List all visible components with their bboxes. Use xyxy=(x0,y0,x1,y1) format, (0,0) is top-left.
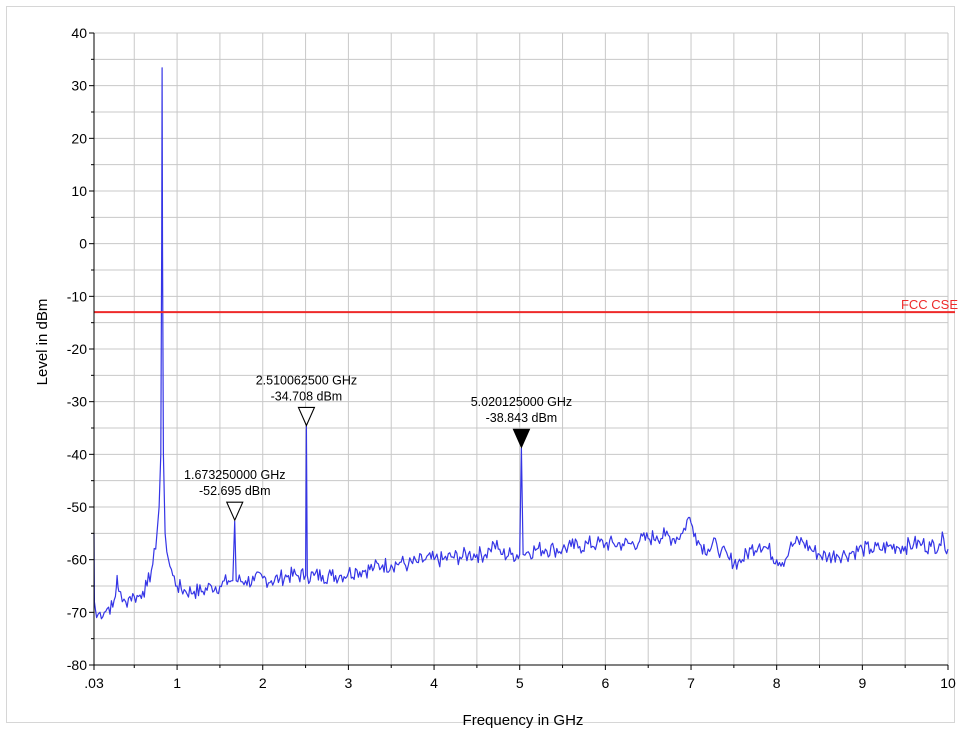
x-tick-label: 7 xyxy=(687,675,695,691)
y-tick-label: -50 xyxy=(67,499,87,515)
marker-layer: 1.673250000 GHz -52.695 dBm 2.510062500 GH… xyxy=(184,373,572,522)
grid xyxy=(94,32,949,666)
y-tick-label: 40 xyxy=(71,25,87,41)
x-tick-label: 2 xyxy=(259,675,267,691)
limit-line-label: FCC CSE xyxy=(901,297,958,312)
y-axis-title: Level in dBm xyxy=(34,299,51,386)
x-tick-label: .03 xyxy=(84,675,104,691)
marker-triangle xyxy=(297,406,316,427)
x-tick-label: 4 xyxy=(430,675,438,691)
y-tick-label: 10 xyxy=(71,183,87,199)
x-tick-label: 10 xyxy=(940,675,956,691)
marker-level-label: -52.695 dBm xyxy=(199,484,271,498)
y-tick-label: -20 xyxy=(67,341,87,357)
y-tick-label: -40 xyxy=(67,446,87,462)
marker-level-label: -38.843 dBm xyxy=(486,411,558,425)
y-tick-label: -30 xyxy=(67,394,87,410)
limit-layer: FCC CSE xyxy=(94,297,958,314)
marker-frequency-label: 1.673250000 GHz xyxy=(184,468,285,482)
marker-triangle xyxy=(512,428,531,449)
axes: 40 30 20 10 0 -10 -20 -30 -40 -50 -60 -70 -80 .03 1 2 3 4… xyxy=(67,25,956,691)
x-tick-label: 6 xyxy=(601,675,609,691)
y-tick-label: 20 xyxy=(71,130,87,146)
trace-layer xyxy=(93,67,949,620)
x-tick-label: 9 xyxy=(858,675,866,691)
x-axis-title: Frequency in GHz xyxy=(463,712,584,729)
y-tick-label: -10 xyxy=(67,288,87,304)
chart-frame xyxy=(6,6,955,723)
marker-triangle xyxy=(225,501,244,522)
marker-frequency-label: 2.510062500 GHz xyxy=(256,373,357,387)
y-tick-label: 0 xyxy=(79,236,87,252)
y-tick-label: -70 xyxy=(67,604,87,620)
marker-frequency-label: 5.020125000 GHz xyxy=(471,395,572,409)
series-line xyxy=(93,67,949,620)
y-tick-label: -60 xyxy=(67,552,87,568)
y-tick-label: 30 xyxy=(71,78,87,94)
x-tick-label: 8 xyxy=(773,675,781,691)
x-tick-label: 1 xyxy=(173,675,181,691)
marker-level-label: -34.708 dBm xyxy=(271,389,343,403)
y-tick-label: -80 xyxy=(67,657,87,673)
x-tick-label: 3 xyxy=(345,675,353,691)
x-tick-label: 5 xyxy=(516,675,524,691)
